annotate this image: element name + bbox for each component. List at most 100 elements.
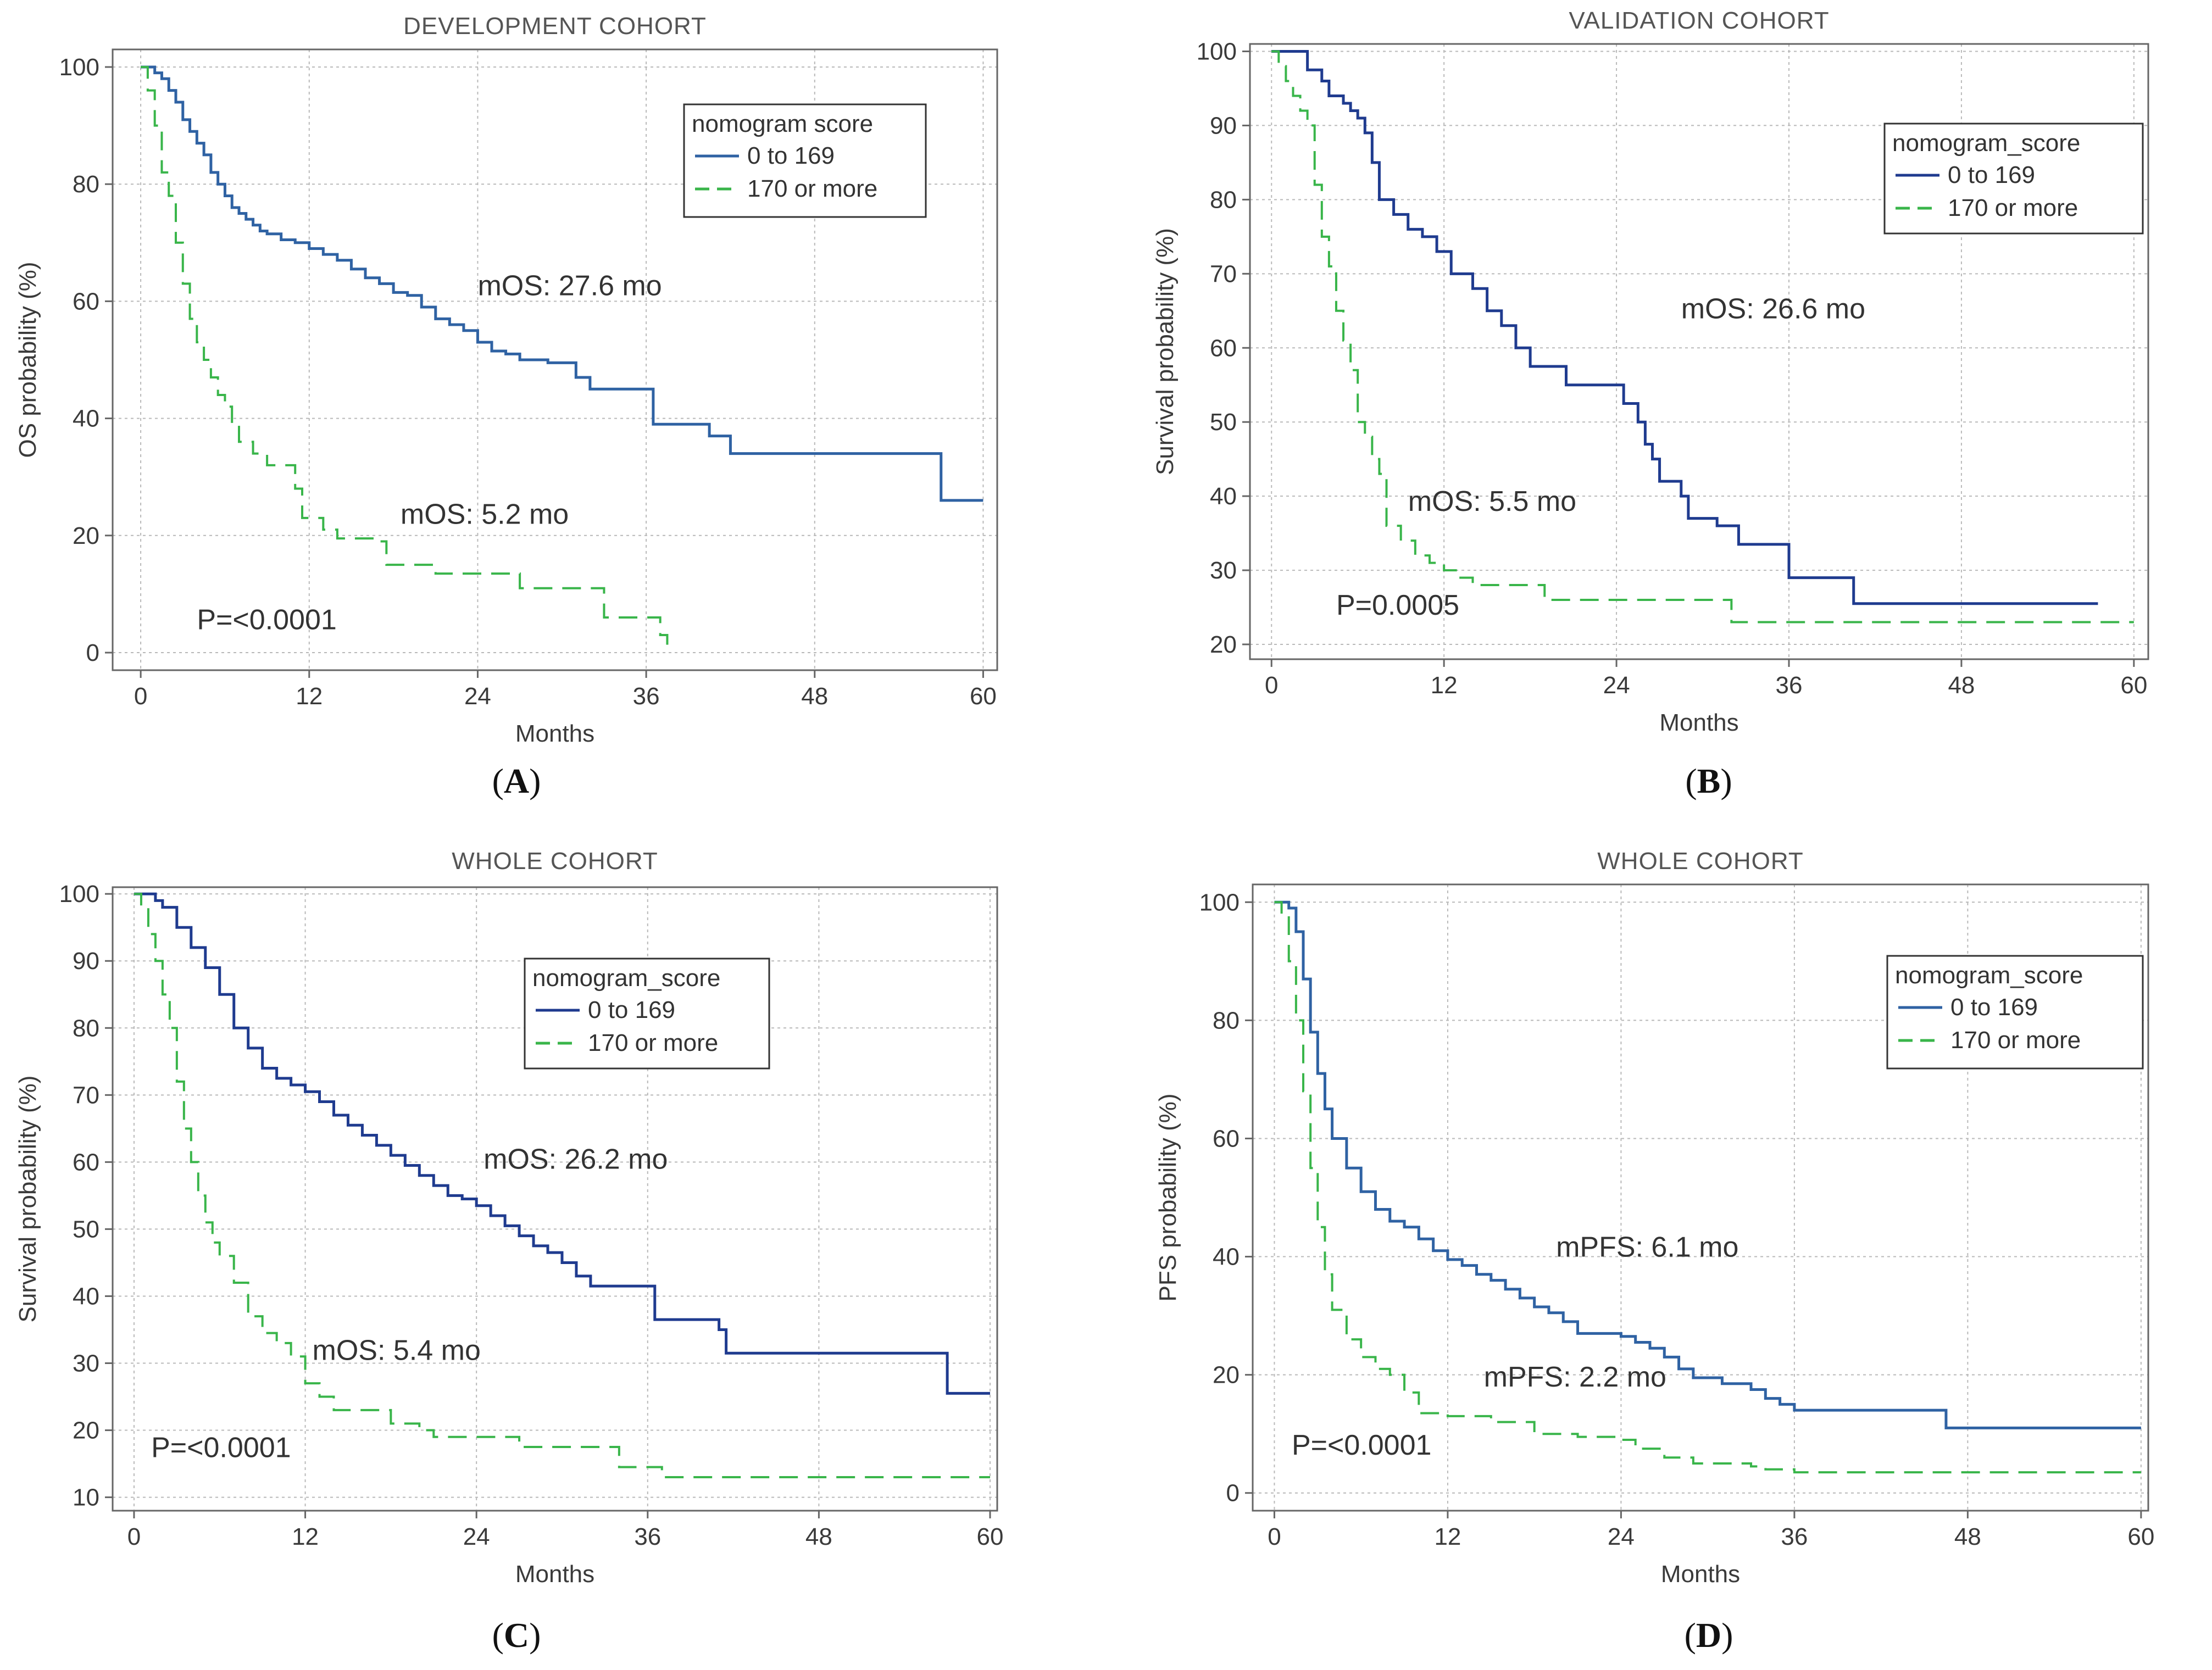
legend: nomogram_score 0 to 169 170 or more bbox=[1886, 955, 2144, 1070]
plot-frame bbox=[1249, 43, 2149, 660]
x-axis-label: Months bbox=[515, 1561, 594, 1588]
chart-panel-d: 0 12 24 36 48 60 0 20 40 60 80 100 WHOLE COHORT Month… bbox=[1154, 835, 2212, 1670]
y-tick-label: 70 bbox=[1210, 260, 1237, 287]
series-170-or-more-line bbox=[141, 65, 669, 653]
x-tick-label: 24 bbox=[1608, 1523, 1635, 1550]
chart-panel-b: 0 12 24 36 48 60 20 30 40 50 60 70 80 90 100 VALIDATION… bbox=[1152, 0, 2212, 824]
legend: nomogram_score 0 to 169 170 or more bbox=[524, 958, 770, 1070]
legend-title: nomogram_score bbox=[532, 965, 720, 992]
legend-entry: 170 or more bbox=[1950, 1027, 2081, 1054]
x-axis-label: Months bbox=[515, 720, 594, 747]
y-tick-label: 30 bbox=[1210, 557, 1237, 584]
km-plot-a: 0 12 24 36 48 60 0 20 40 60 80 100 DEVELOPMENT COHOR… bbox=[14, 13, 998, 747]
x-tick-label: 36 bbox=[634, 1523, 661, 1550]
y-tick-label: 20 bbox=[73, 522, 99, 549]
gridlines bbox=[113, 49, 997, 670]
p-value-label: P=<0.0001 bbox=[1292, 1429, 1431, 1461]
x-tick-label: 48 bbox=[1954, 1523, 1981, 1550]
y-tick-label: 80 bbox=[73, 171, 99, 198]
y-tick-label: 50 bbox=[73, 1216, 99, 1243]
median-annotation: mOS: 5.2 mo bbox=[401, 498, 569, 530]
y-tick-label: 100 bbox=[1197, 38, 1237, 65]
legend-entry: 170 or more bbox=[1948, 194, 2078, 221]
median-annotation: mOS: 5.5 mo bbox=[1408, 486, 1576, 517]
panel-label-c: (C) bbox=[492, 1616, 541, 1655]
legend-entry: 170 or more bbox=[747, 175, 877, 202]
x-tick-label: 36 bbox=[633, 683, 660, 710]
km-plot-c: 0 12 24 36 48 60 10 20 30 40 50 60 70 80 90 100 WHOLE CO… bbox=[14, 848, 1004, 1588]
y-tick-label: 10 bbox=[73, 1484, 99, 1511]
y-tick-label: 20 bbox=[1213, 1362, 1240, 1389]
x-tick-label: 60 bbox=[977, 1523, 1004, 1550]
x-tick-label: 0 bbox=[1265, 672, 1278, 699]
y-tick-label: 70 bbox=[73, 1082, 99, 1109]
panel-label-a: (A) bbox=[492, 761, 541, 800]
median-annotation: mOS: 27.6 mo bbox=[477, 270, 662, 302]
y-tick-label: 100 bbox=[59, 881, 99, 908]
gridlines bbox=[1250, 44, 2148, 659]
x-tick-label: 12 bbox=[1431, 672, 1458, 699]
x-tick-label: 60 bbox=[970, 683, 997, 710]
chart-title: VALIDATION COHORT bbox=[1569, 7, 1829, 34]
legend: nomogram_score 0 to 169 170 or more bbox=[1883, 123, 2144, 235]
y-axis-label: PFS probability (%) bbox=[1154, 1093, 1181, 1301]
km-plot-b: 0 12 24 36 48 60 20 30 40 50 60 70 80 90 100 VALIDATION… bbox=[1152, 7, 2149, 736]
y-axis-label: OS probability (%) bbox=[14, 261, 41, 458]
legend-entry: 170 or more bbox=[588, 1029, 718, 1056]
x-tick-label: 48 bbox=[1948, 672, 1975, 699]
p-value-label: P=0.0005 bbox=[1336, 589, 1459, 621]
median-annotation: mOS: 26.2 mo bbox=[483, 1144, 668, 1176]
p-value-label: P=<0.0001 bbox=[151, 1432, 291, 1463]
p-value-label: P=<0.0001 bbox=[197, 604, 336, 636]
x-tick-label: 0 bbox=[1268, 1523, 1281, 1550]
legend-title: nomogram score bbox=[692, 110, 873, 137]
y-tick-label: 90 bbox=[1210, 112, 1237, 139]
y-tick-label: 0 bbox=[1226, 1480, 1240, 1507]
legend-box bbox=[683, 103, 927, 218]
x-tick-label: 60 bbox=[2120, 672, 2147, 699]
y-tick-label: 20 bbox=[73, 1417, 99, 1444]
x-tick-label: 0 bbox=[134, 683, 147, 710]
x-tick-label: 0 bbox=[127, 1523, 141, 1550]
y-axis-label: Survival probability (%) bbox=[14, 1076, 41, 1323]
x-axis-label: Months bbox=[1659, 709, 1738, 736]
y-tick-label: 90 bbox=[73, 948, 99, 975]
y-tick-label: 60 bbox=[73, 288, 99, 315]
series-0-to-169-line bbox=[141, 65, 983, 502]
x-tick-label: 36 bbox=[1781, 1523, 1808, 1550]
x-axis-label: Months bbox=[1661, 1561, 1740, 1588]
gridlines bbox=[113, 887, 997, 1511]
median-annotation: mOS: 5.4 mo bbox=[313, 1334, 481, 1366]
x-tick-label: 48 bbox=[805, 1523, 832, 1550]
legend-title: nomogram_score bbox=[1892, 130, 2080, 157]
legend-entry: 0 to 169 bbox=[1948, 162, 2035, 188]
y-tick-label: 0 bbox=[86, 639, 99, 666]
y-tick-label: 60 bbox=[73, 1149, 99, 1176]
x-tick-label: 24 bbox=[463, 1523, 490, 1550]
plot-frame bbox=[112, 886, 998, 1512]
legend-box bbox=[524, 958, 770, 1070]
chart-title: DEVELOPMENT COHORT bbox=[403, 13, 707, 40]
y-axis-label: Survival probability (%) bbox=[1152, 228, 1179, 475]
chart-title: WHOLE COHORT bbox=[452, 848, 658, 875]
y-tick-label: 60 bbox=[1210, 335, 1237, 361]
series-170-or-more-line bbox=[1274, 901, 2141, 1474]
x-tick-label: 12 bbox=[292, 1523, 319, 1550]
legend-entry: 0 to 169 bbox=[747, 142, 835, 169]
y-tick-label: 80 bbox=[1213, 1007, 1240, 1034]
y-tick-label: 100 bbox=[1199, 889, 1240, 916]
legend-box bbox=[1883, 123, 2144, 235]
series-170-or-more-line bbox=[134, 893, 991, 1478]
y-tick-label: 40 bbox=[73, 405, 99, 432]
median-annotation: mPFS: 6.1 mo bbox=[1556, 1232, 1738, 1263]
legend-title: nomogram_score bbox=[1895, 962, 2083, 989]
y-tick-label: 40 bbox=[1210, 483, 1237, 510]
legend-entry: 0 to 169 bbox=[588, 997, 675, 1023]
y-tick-label: 100 bbox=[59, 54, 99, 81]
y-tick-label: 40 bbox=[73, 1283, 99, 1310]
x-tick-label: 60 bbox=[2127, 1523, 2154, 1550]
y-tick-label: 20 bbox=[1210, 631, 1237, 658]
chart-panel-c: 0 12 24 36 48 60 10 20 30 40 50 60 70 80 90 100 WHOLE CO… bbox=[0, 835, 1077, 1670]
y-tick-label: 40 bbox=[1213, 1244, 1240, 1271]
y-tick-label: 30 bbox=[73, 1350, 99, 1377]
